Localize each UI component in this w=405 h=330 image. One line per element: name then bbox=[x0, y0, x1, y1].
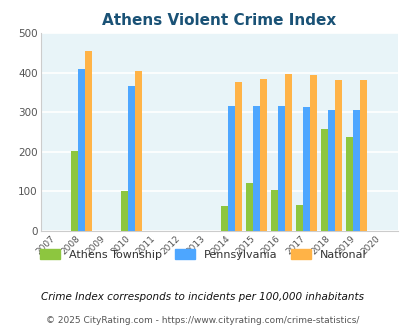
Bar bbox=[128, 86, 135, 231]
Bar bbox=[303, 108, 309, 231]
Legend: Athens Township, Pennsylvania, National: Athens Township, Pennsylvania, National bbox=[40, 249, 365, 260]
Bar bbox=[359, 80, 366, 231]
Bar bbox=[253, 106, 260, 231]
Bar bbox=[228, 106, 234, 231]
Title: Athens Violent Crime Index: Athens Violent Crime Index bbox=[102, 13, 335, 28]
Bar bbox=[245, 183, 253, 231]
Text: Crime Index corresponds to incidents per 100,000 inhabitants: Crime Index corresponds to incidents per… bbox=[41, 292, 364, 302]
Bar bbox=[345, 137, 352, 231]
Bar bbox=[327, 110, 335, 231]
Bar bbox=[277, 106, 284, 231]
Bar bbox=[335, 80, 341, 231]
Bar bbox=[320, 129, 327, 231]
Bar bbox=[260, 79, 266, 231]
Bar bbox=[271, 190, 277, 231]
Bar bbox=[121, 191, 128, 231]
Bar bbox=[352, 110, 359, 231]
Bar bbox=[234, 82, 242, 231]
Bar bbox=[296, 205, 303, 231]
Bar bbox=[78, 69, 85, 231]
Bar bbox=[85, 51, 92, 231]
Text: © 2025 CityRating.com - https://www.cityrating.com/crime-statistics/: © 2025 CityRating.com - https://www.city… bbox=[46, 315, 359, 325]
Bar bbox=[135, 71, 142, 231]
Bar bbox=[309, 75, 316, 231]
Bar bbox=[284, 74, 292, 231]
Bar bbox=[71, 151, 78, 231]
Bar bbox=[221, 207, 228, 231]
